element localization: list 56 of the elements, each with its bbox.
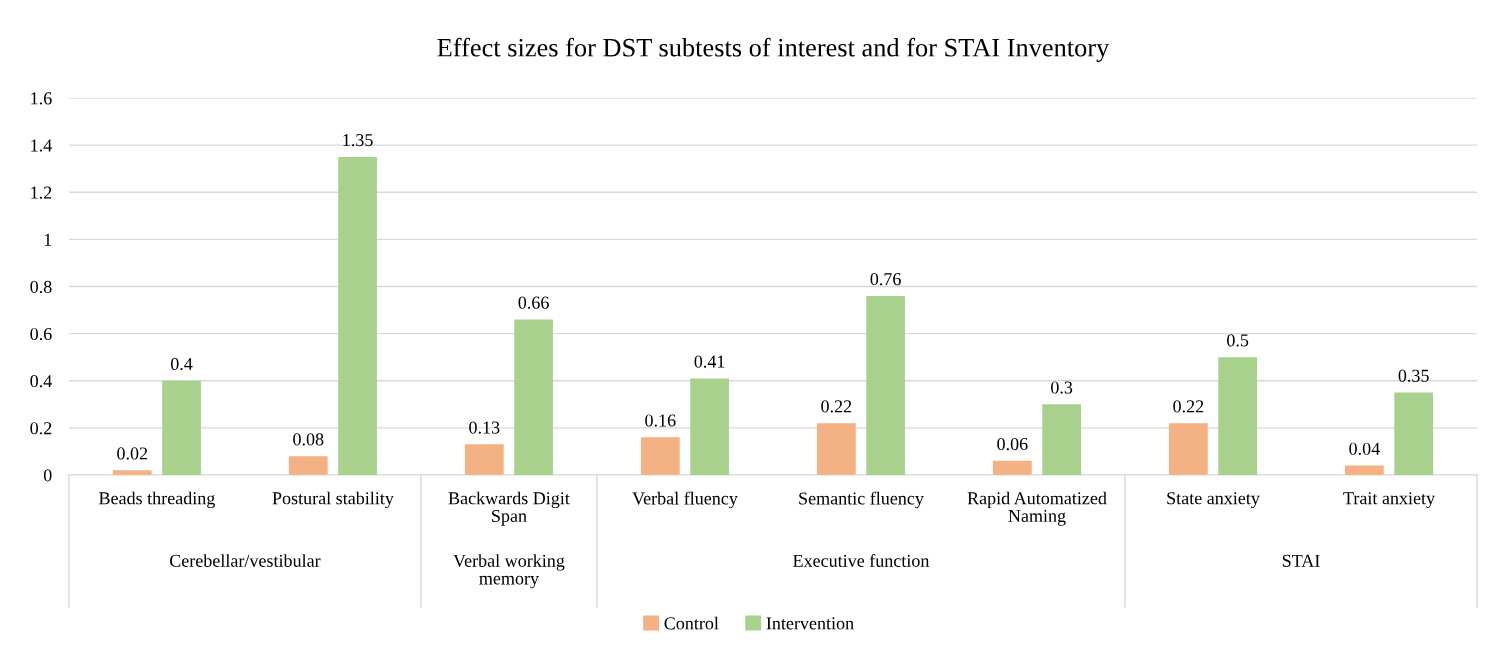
- data-label: 0.3: [1051, 381, 1073, 394]
- x-tick-label: Verbal fluency: [632, 491, 738, 509]
- x-tick-label: Beads threading: [99, 491, 215, 509]
- bar: [162, 380, 201, 475]
- bar: [640, 437, 680, 475]
- data-label: 0.4: [170, 357, 193, 371]
- bar: [992, 460, 1032, 475]
- y-tick-label: 0.2: [30, 422, 52, 435]
- y-tick-label: 0.4: [30, 375, 52, 388]
- bar: [1042, 404, 1081, 475]
- y-tick-label: 1.4: [31, 139, 52, 152]
- y-tick-label: 1.2: [31, 186, 52, 199]
- bar: [690, 378, 729, 475]
- legend-label: Intervention: [766, 617, 854, 630]
- bar: [1394, 392, 1434, 475]
- data-label: 0.16: [645, 414, 676, 427]
- text: Verbal working memory: [453, 554, 565, 589]
- data-label: 1.35: [343, 134, 373, 147]
- bar: [816, 423, 856, 475]
- bar: [1345, 465, 1384, 475]
- legend-label: Control: [664, 616, 719, 630]
- chart-title: Effect sizes for DST subtests of interest and for STAI Inventory: [437, 37, 1110, 63]
- bar: [1169, 423, 1208, 475]
- text: Executive function: [793, 553, 930, 567]
- x-tick-label: Rapid Automatized Naming: [967, 491, 1107, 526]
- bar: [112, 470, 152, 475]
- data-label: 0.22: [1173, 400, 1204, 413]
- data-label: 0.06: [997, 437, 1028, 451]
- y-tick-label: 0.6: [30, 327, 52, 341]
- data-label: 0.5: [1227, 334, 1249, 347]
- y-tick-label: 0.8: [30, 280, 52, 294]
- data-label: 0.13: [469, 421, 500, 434]
- bar: [1218, 357, 1258, 475]
- bar: [866, 295, 905, 475]
- data-label: 0.08: [293, 433, 324, 446]
- y-tick-label: 1.6: [31, 92, 52, 105]
- data-label: 0.22: [821, 400, 852, 413]
- text: STAI: [1282, 554, 1320, 567]
- bar: [514, 319, 553, 475]
- data-label: 0.35: [1398, 369, 1429, 382]
- data-label: 0.66: [518, 296, 549, 309]
- x-tick-label: State anxiety: [1167, 492, 1260, 509]
- bar: [464, 444, 504, 475]
- y-tick-label: 1: [44, 233, 52, 246]
- bar: [288, 456, 328, 475]
- data-label: 0.04: [1349, 442, 1380, 455]
- x-tick-label: Semantic fluency: [799, 491, 924, 509]
- x-tick-label: Trait anxiety: [1343, 492, 1436, 509]
- bar: [338, 156, 377, 475]
- data-label: 0.02: [117, 447, 148, 460]
- data-label: 0.76: [870, 273, 901, 286]
- x-tick-label: Postural stability: [272, 491, 394, 509]
- data-label: 0.41: [694, 355, 725, 368]
- text: Cerebellar/vestibular: [169, 554, 321, 567]
- x-tick-label: Backwards Digit Span: [448, 491, 570, 526]
- y-tick-label: 0: [43, 469, 52, 482]
